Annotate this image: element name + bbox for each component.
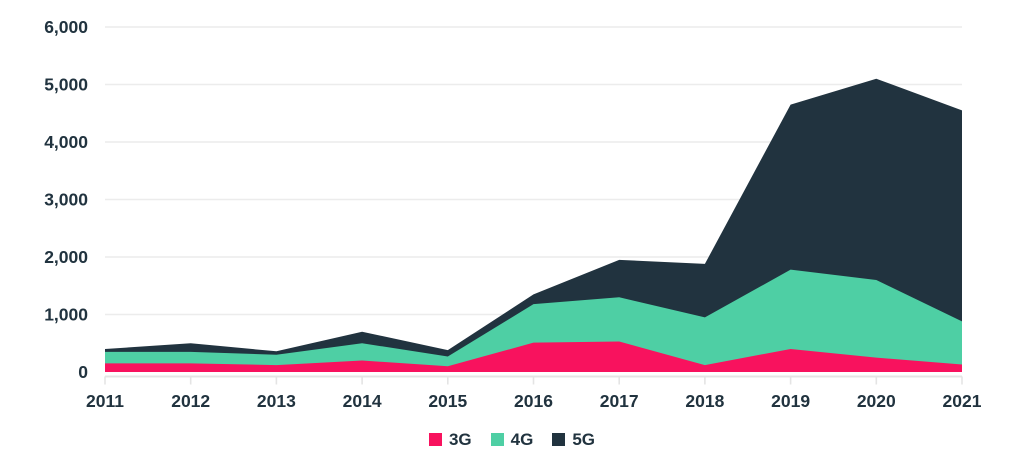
x-axis-label: 2012: [171, 391, 210, 411]
y-axis-label: 3,000: [44, 190, 88, 210]
x-axis-label: 2014: [343, 391, 382, 411]
legend-item-5g[interactable]: 5G: [552, 431, 595, 448]
x-axis-label: 2021: [943, 391, 982, 411]
y-axis-label: 1,000: [44, 305, 88, 325]
x-axis-label: 2016: [514, 391, 553, 411]
y-axis-label: 5,000: [44, 75, 88, 95]
legend-label-4g: 4G: [510, 430, 534, 449]
x-axis-label: 2018: [685, 391, 724, 411]
legend-item-4g[interactable]: 4G: [490, 430, 534, 449]
legend-swatch-3g-icon: [428, 433, 442, 446]
x-axis-label: 2020: [857, 391, 896, 411]
y-axis-label: 0: [78, 362, 88, 382]
x-axis-label: 2011: [86, 391, 124, 411]
legend-label-3g: 3G: [448, 430, 472, 449]
legend-swatch-5g-icon: [552, 433, 566, 446]
x-axis-label: 2015: [428, 391, 467, 411]
x-axis-label: 2017: [600, 391, 639, 411]
legend-label-5g: 5G: [572, 430, 596, 449]
legend-swatch-4g-icon: [490, 433, 504, 446]
chart-legend: 3G 4G 5G: [0, 431, 1024, 448]
x-axis-label: 2013: [257, 391, 296, 411]
y-axis-label: 2,000: [44, 247, 88, 267]
x-axis-label: 2019: [771, 391, 810, 411]
y-axis-label: 4,000: [44, 132, 88, 152]
legend-item-3g[interactable]: 3G: [428, 430, 472, 449]
area-series-3g: [105, 341, 962, 372]
area-series-4g: [105, 269, 962, 372]
y-axis-label: 6,000: [44, 17, 88, 37]
